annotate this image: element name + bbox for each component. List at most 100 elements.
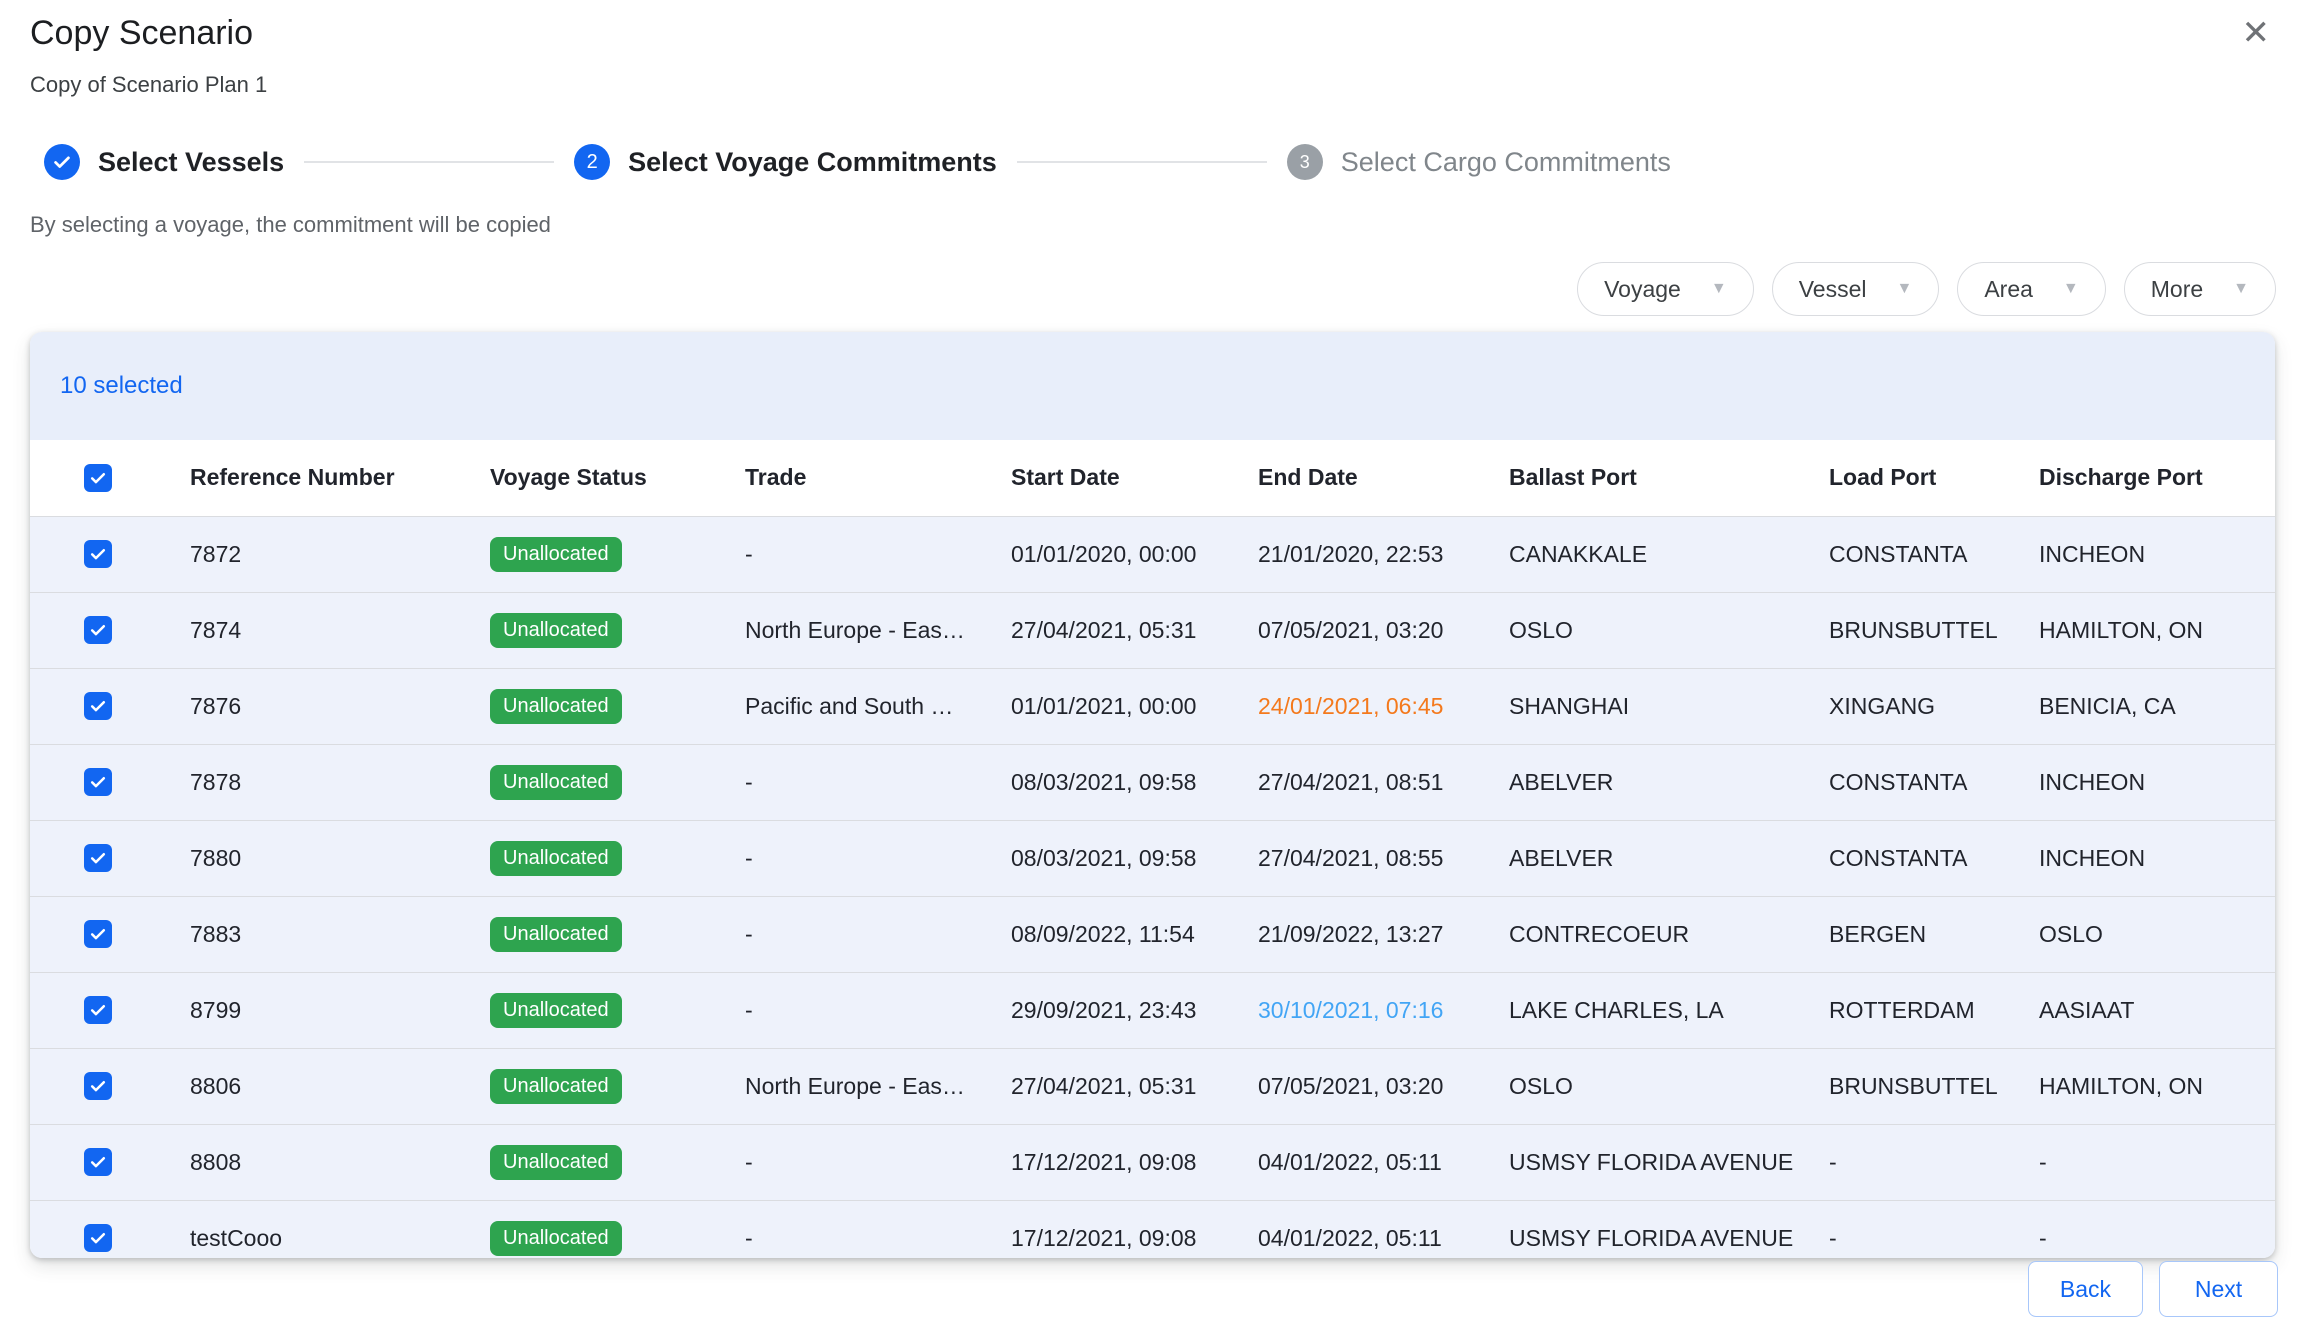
cell-load-port: CONSTANTA <box>1829 540 1968 567</box>
table-row: 7872 Unallocated - 01/01/2020, 00:00 21/01/2… <box>30 516 2275 592</box>
table-row: 7880 Unallocated - 08/03/2021, 09:58 27/04/2… <box>30 820 2275 896</box>
column-header: Trade <box>745 464 807 491</box>
chevron-down-icon: ▼ <box>1896 280 1913 297</box>
cell-discharge-port: INCHEON <box>2039 540 2146 567</box>
step-select-cargo-commitments[interactable]: 3 Select Cargo Commitments <box>1286 144 1671 180</box>
cell-start-date: 08/03/2021, 09:58 <box>1011 768 1197 795</box>
next-button[interactable]: Next <box>2159 1261 2278 1317</box>
cell-reference-number: 7874 <box>190 616 242 643</box>
filter-vessel-button[interactable]: Vessel ▼ <box>1771 262 1940 316</box>
table-row: 8808 Unallocated - 17/12/2021, 09:08 04/01/2… <box>30 1124 2275 1200</box>
table-row: testCooo Unallocated - 17/12/2021, 09:08 04/… <box>30 1200 2275 1258</box>
cell-trade: - <box>745 996 753 1023</box>
filter-label: Area <box>1984 275 2033 302</box>
step-select-vessels[interactable]: Select Vessels <box>44 144 284 180</box>
cell-voyage-status: Unallocated <box>490 592 745 668</box>
cell-discharge-port: INCHEON <box>2039 844 2146 871</box>
helper-text: By selecting a voyage, the commitment wi… <box>30 212 551 237</box>
cell-end-date: 04/01/2022, 05:11 <box>1258 1148 1442 1175</box>
cell-voyage-status: Unallocated <box>490 744 745 820</box>
cell-ballast-port: ABELVER <box>1509 768 1614 795</box>
cell-trade: Pacific and South … <box>745 692 954 719</box>
cell-voyage-status: Unallocated <box>490 1200 745 1258</box>
cell-end-date: 30/10/2021, 07:16 <box>1258 996 1444 1023</box>
filter-label: Vessel <box>1798 275 1867 302</box>
cell-discharge-port: HAMILTON, ON <box>2039 1072 2203 1099</box>
row-checkbox[interactable] <box>84 616 112 644</box>
cell-end-date: 24/01/2021, 06:45 <box>1258 692 1444 719</box>
cell-discharge-port: AASIAAT <box>2039 996 2135 1023</box>
row-checkbox[interactable] <box>84 692 112 720</box>
cell-trade: - <box>745 844 753 871</box>
row-checkbox[interactable] <box>84 540 112 568</box>
step-label: Select Voyage Commitments <box>628 146 997 177</box>
page-subtitle: Copy of Scenario Plan 1 <box>30 72 268 97</box>
filter-more-button[interactable]: More ▼ <box>2123 262 2276 316</box>
cell-trade: North Europe - Eas… <box>745 1072 965 1099</box>
cell-end-date: 07/05/2021, 03:20 <box>1258 616 1444 643</box>
step-number: 3 <box>1286 144 1323 180</box>
column-header: Start Date <box>1011 464 1120 491</box>
row-checkbox[interactable] <box>84 1224 112 1253</box>
step-select-voyage-commitments[interactable]: 2 Select Voyage Commitments <box>574 144 997 180</box>
cell-load-port: ROTTERDAM <box>1829 996 1975 1023</box>
cell-trade: - <box>745 768 753 795</box>
cell-load-port: BRUNSBUTTEL <box>1829 1072 1998 1099</box>
row-checkbox[interactable] <box>84 920 112 948</box>
voyage-table-panel: 10 selected Reference Number Voyage Statu… <box>30 332 2275 1258</box>
chevron-down-icon: ▼ <box>1710 280 1727 297</box>
row-checkbox[interactable] <box>84 1072 112 1100</box>
cell-reference-number: 7880 <box>190 844 242 871</box>
cell-discharge-port: BENICIA, CA <box>2039 692 2176 719</box>
cell-start-date: 27/04/2021, 05:31 <box>1011 616 1197 643</box>
cell-load-port: BERGEN <box>1829 920 1927 947</box>
cell-voyage-status: Unallocated <box>490 896 745 972</box>
cell-start-date: 17/12/2021, 09:08 <box>1011 1224 1197 1251</box>
cell-ballast-port: CANAKKALE <box>1509 540 1648 567</box>
cell-start-date: 08/03/2021, 09:58 <box>1011 844 1197 871</box>
table-row: 7876 Unallocated Pacific and South … 01/01/… <box>30 668 2275 744</box>
cell-ballast-port: LAKE CHARLES, LA <box>1509 996 1724 1023</box>
back-button[interactable]: Back <box>2028 1261 2143 1317</box>
cell-start-date: 01/01/2020, 00:00 <box>1011 540 1197 567</box>
filter-label: Voyage <box>1604 275 1681 302</box>
cell-end-date: 07/05/2021, 03:20 <box>1258 1072 1444 1099</box>
cell-voyage-status: Unallocated <box>490 1048 745 1124</box>
filter-voyage-button[interactable]: Voyage ▼ <box>1577 262 1754 316</box>
column-header: End Date <box>1258 464 1358 491</box>
row-checkbox[interactable] <box>84 1148 112 1176</box>
cell-ballast-port: OSLO <box>1509 1072 1573 1099</box>
cell-reference-number: 7872 <box>190 540 242 567</box>
column-header: Load Port <box>1829 464 1937 491</box>
cell-start-date: 29/09/2021, 23:43 <box>1011 996 1197 1023</box>
select-all-checkbox[interactable] <box>84 463 112 492</box>
status-badge: Unallocated <box>490 612 622 648</box>
cell-end-date: 21/01/2020, 22:53 <box>1258 540 1444 567</box>
cell-start-date: 08/09/2022, 11:54 <box>1011 920 1195 947</box>
filter-bar: Voyage ▼ Vessel ▼ Area ▼ More ▼ <box>1577 262 2276 316</box>
column-header: Ballast Port <box>1509 464 1637 491</box>
cell-discharge-port: HAMILTON, ON <box>2039 616 2203 643</box>
status-badge: Unallocated <box>490 764 622 800</box>
status-badge: Unallocated <box>490 688 622 724</box>
step-completed-check-icon <box>44 144 80 180</box>
selection-banner: 10 selected <box>30 332 2275 440</box>
step-number: 2 <box>574 144 611 180</box>
cell-start-date: 27/04/2021, 05:31 <box>1011 1072 1197 1099</box>
cell-reference-number: 8806 <box>190 1072 242 1099</box>
cell-discharge-port: OSLO <box>2039 920 2103 947</box>
close-icon[interactable]: ✕ <box>2241 14 2271 52</box>
status-badge: Unallocated <box>490 992 622 1028</box>
table-row: 7874 Unallocated North Europe - Eas… 27/04/… <box>30 592 2275 668</box>
filter-area-button[interactable]: Area ▼ <box>1957 262 2106 316</box>
table-header-row: Reference Number Voyage Status Trade Start … <box>30 440 2275 516</box>
column-header: Discharge Port <box>2039 464 2203 491</box>
row-checkbox[interactable] <box>84 996 112 1024</box>
cell-end-date: 21/09/2022, 13:27 <box>1258 920 1444 947</box>
cell-discharge-port: INCHEON <box>2039 768 2146 795</box>
row-checkbox[interactable] <box>84 844 112 872</box>
cell-ballast-port: SHANGHAI <box>1509 692 1630 719</box>
row-checkbox[interactable] <box>84 768 112 796</box>
stepper-connector <box>304 161 555 163</box>
status-badge: Unallocated <box>490 840 622 876</box>
